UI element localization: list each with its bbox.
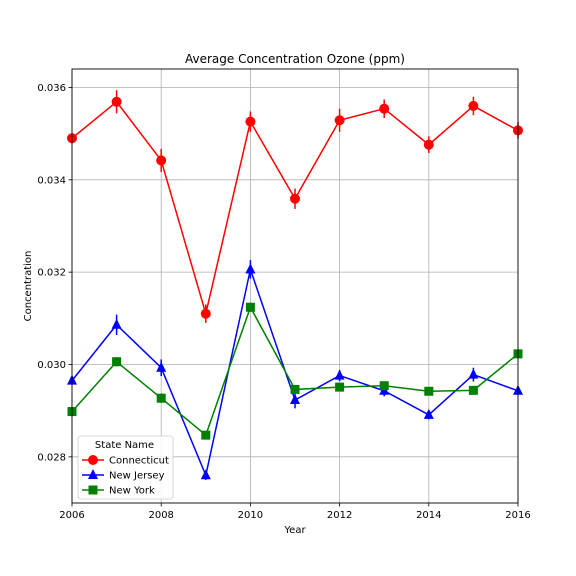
data-point-connecticut <box>111 96 122 107</box>
x-tick-label: 2008 <box>148 510 173 521</box>
legend-label-new-york: New York <box>109 486 155 497</box>
data-point-new-york <box>201 430 211 440</box>
data-point-connecticut <box>379 103 390 114</box>
data-point-new-york <box>290 384 300 394</box>
y-tick-label: 0.030 <box>37 360 66 371</box>
legend-title: State Name <box>95 440 154 451</box>
legend-marker-new-york <box>88 485 98 495</box>
data-point-new-jersey <box>111 318 122 329</box>
x-axis-label: Year <box>283 525 306 536</box>
data-point-new-york <box>156 393 166 403</box>
x-tick-label: 2016 <box>505 510 530 521</box>
data-point-new-jersey <box>245 263 256 274</box>
chart-title: Average Concentration Ozone (ppm) <box>185 52 405 66</box>
y-tick-label: 0.036 <box>37 83 66 94</box>
data-point-new-york <box>245 302 255 312</box>
legend-marker-new-jersey <box>88 469 98 479</box>
x-tick-label: 2010 <box>238 510 263 521</box>
data-point-new-jersey <box>468 368 479 379</box>
data-point-new-jersey <box>156 361 167 372</box>
plot-frame <box>71 68 519 504</box>
data-point-new-york <box>424 386 434 396</box>
data-point-connecticut <box>200 308 211 319</box>
data-point-new-jersey <box>290 394 300 405</box>
data-point-connecticut <box>245 116 256 127</box>
data-point-new-york <box>335 382 345 392</box>
legend-label-connecticut: Connecticut <box>109 456 169 467</box>
x-tick-label: 2014 <box>416 510 441 521</box>
data-point-new-york <box>379 381 389 391</box>
axis-ticks: 2006 2008 2010 2012 2014 2016 0.028 0.030 0.032 0… <box>37 83 530 521</box>
data-point-connecticut <box>334 115 345 126</box>
legend-item-new-york: New York <box>82 485 155 497</box>
data-point-connecticut <box>290 193 300 204</box>
x-tick-label: 2006 <box>59 510 84 521</box>
y-axis-label: Concentration <box>23 251 34 322</box>
data-point-new-jersey <box>200 469 211 480</box>
legend: State Name Connecticut New Jersey New York <box>77 435 174 500</box>
legend-box <box>77 435 174 500</box>
legend-label-new-jersey: New Jersey <box>109 471 165 482</box>
data-point-new-jersey <box>334 369 345 380</box>
legend-item-new-jersey: New Jersey <box>82 469 165 482</box>
data-point-connecticut <box>468 100 479 111</box>
grid-lines <box>71 69 519 503</box>
data-point-connecticut <box>423 139 434 150</box>
data-point-connecticut <box>156 155 167 166</box>
legend-marker-connecticut <box>88 455 98 465</box>
y-tick-label: 0.028 <box>37 452 66 463</box>
y-tick-label: 0.032 <box>37 268 66 279</box>
x-tick-label: 2012 <box>327 510 352 521</box>
series-layer <box>67 90 523 480</box>
data-point-new-jersey <box>423 408 434 419</box>
legend-item-connecticut: Connecticut <box>82 455 169 467</box>
series-new-jersey <box>67 260 523 480</box>
series-connecticut <box>67 90 523 323</box>
data-point-new-york <box>468 385 478 395</box>
y-tick-label: 0.034 <box>37 175 66 186</box>
data-point-new-york <box>112 357 122 367</box>
